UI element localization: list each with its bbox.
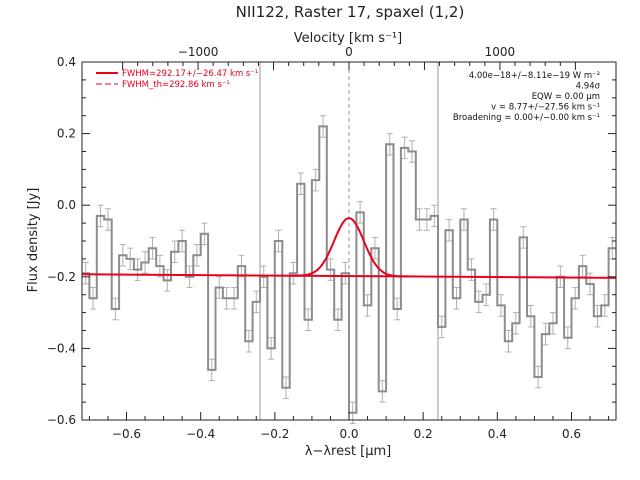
annotation-1: 4.94σ: [576, 82, 601, 92]
y-tick-label-4: 0.2: [57, 127, 76, 141]
x-tick-label-2: −0.2: [260, 427, 289, 441]
x-tick-label-5: 0.4: [488, 427, 507, 441]
x-tick-label-6: 0.6: [562, 427, 581, 441]
x-tick-label-4: 0.2: [414, 427, 433, 441]
y-tick-label-1: −0.4: [47, 341, 76, 355]
x-tick-label-3: 0.0: [339, 427, 358, 441]
top-tick-label-1: 0: [345, 45, 353, 59]
legend: FWHM=292.17+/−26.47 km s⁻¹FWHM_th=292.86…: [96, 69, 258, 90]
fit-continuum-under-line: [289, 275, 409, 277]
axis-ticks: −0.6 −0.4 −0.2 0.0 0.2 0.4 0.6 −0.6 −0.4 −0.2 0.0 0…: [47, 45, 616, 441]
annotation-2: EQW = 0.00 μm: [532, 92, 600, 102]
annotation-4: Broadening = 0.00+/−0.00 km s⁻¹: [453, 113, 600, 123]
top-tick-label-2: 1000: [485, 45, 516, 59]
y-tick-label-2: −0.2: [47, 270, 76, 284]
fit-gaussian-curve: [289, 217, 409, 278]
y-tick-label-0: −0.6: [47, 413, 76, 427]
top-tick-label-0: −1000: [178, 45, 219, 59]
annotation-3: v = 8.77+/−27.56 km s⁻¹: [491, 103, 600, 113]
legend-label-1: FWHM_th=292.86 km s⁻¹: [122, 80, 230, 90]
legend-label-0: FWHM=292.17+/−26.47 km s⁻¹: [122, 69, 258, 79]
x-tick-label-0: −0.6: [112, 427, 141, 441]
annotation-0: 4.00e−18+/−8.11e−19 W m⁻²: [469, 71, 600, 81]
x-tick-label-1: −0.4: [186, 427, 215, 441]
y-tick-label-3: 0.0: [57, 198, 76, 212]
y-axis-label: Flux density [Jy]: [26, 188, 41, 293]
top-axis-label: Velocity [km s⁻¹]: [294, 31, 402, 46]
x-axis-label: λ−λrest [μm]: [305, 444, 391, 459]
fit-curves: [81, 217, 617, 279]
y-tick-label-5: 0.4: [57, 55, 76, 69]
chart-title: NII122, Raster 17, spaxel (1,2): [236, 3, 465, 21]
